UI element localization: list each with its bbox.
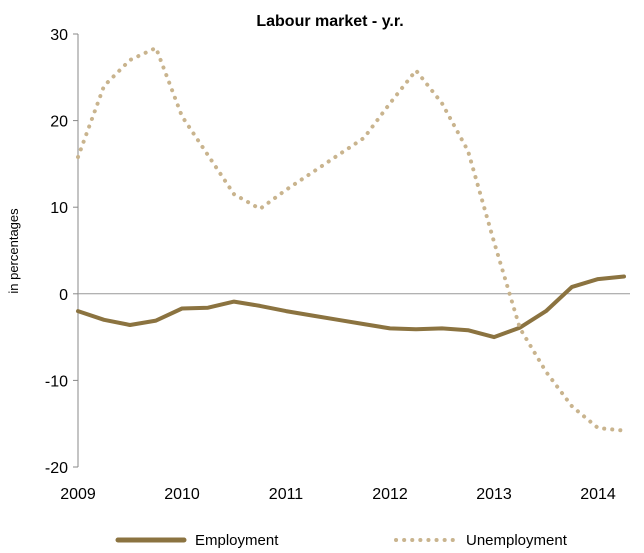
y-tick-label: 0 bbox=[59, 287, 68, 304]
x-tick-label: 2014 bbox=[580, 486, 616, 503]
legend-label-unemployment: Unemployment bbox=[466, 532, 568, 549]
y-tick-label: 20 bbox=[50, 114, 68, 131]
series-line-unemployment bbox=[76, 45, 626, 433]
x-tick-label: 2009 bbox=[60, 486, 96, 503]
legend: Employment Unemployment bbox=[115, 532, 568, 549]
legend-label-employment: Employment bbox=[195, 532, 279, 549]
axes: -20 -10 0 10 20 30 2009 2010 2011 2012 2013 2014 bbox=[45, 27, 630, 503]
y-tick-label: 10 bbox=[50, 200, 68, 217]
y-axis-label: in percentages bbox=[6, 208, 21, 294]
x-tick-label: 2012 bbox=[372, 486, 408, 503]
y-tick-label: -10 bbox=[45, 373, 68, 390]
chart-title: Labour market - y.r. bbox=[256, 13, 403, 30]
x-tick-label: 2013 bbox=[476, 486, 512, 503]
y-tick-label: 30 bbox=[50, 27, 68, 44]
series-layer bbox=[76, 45, 626, 433]
series-line-employment bbox=[76, 274, 626, 340]
y-tick-label: -20 bbox=[45, 460, 68, 477]
x-tick-label: 2011 bbox=[269, 486, 304, 503]
x-tick-label: 2010 bbox=[164, 486, 200, 503]
